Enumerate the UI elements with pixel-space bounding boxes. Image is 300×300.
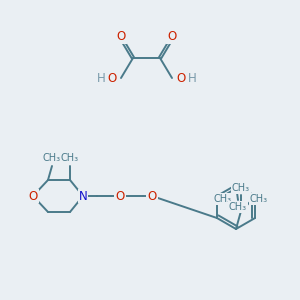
Text: CH₃: CH₃ <box>43 153 61 163</box>
Text: H: H <box>188 71 196 85</box>
Text: H: H <box>97 71 105 85</box>
Text: CH₃: CH₃ <box>232 183 250 193</box>
Text: CH₃: CH₃ <box>250 194 268 204</box>
Text: O: O <box>116 190 124 202</box>
Text: O: O <box>107 71 117 85</box>
Text: CH₃: CH₃ <box>61 153 79 163</box>
Text: O: O <box>116 31 126 44</box>
Text: O: O <box>167 31 177 44</box>
Text: CH₃: CH₃ <box>214 194 232 204</box>
Text: CH₃: CH₃ <box>229 202 247 212</box>
Text: O: O <box>147 190 157 202</box>
Text: N: N <box>79 190 87 202</box>
Text: O: O <box>176 71 186 85</box>
Text: O: O <box>28 190 38 202</box>
